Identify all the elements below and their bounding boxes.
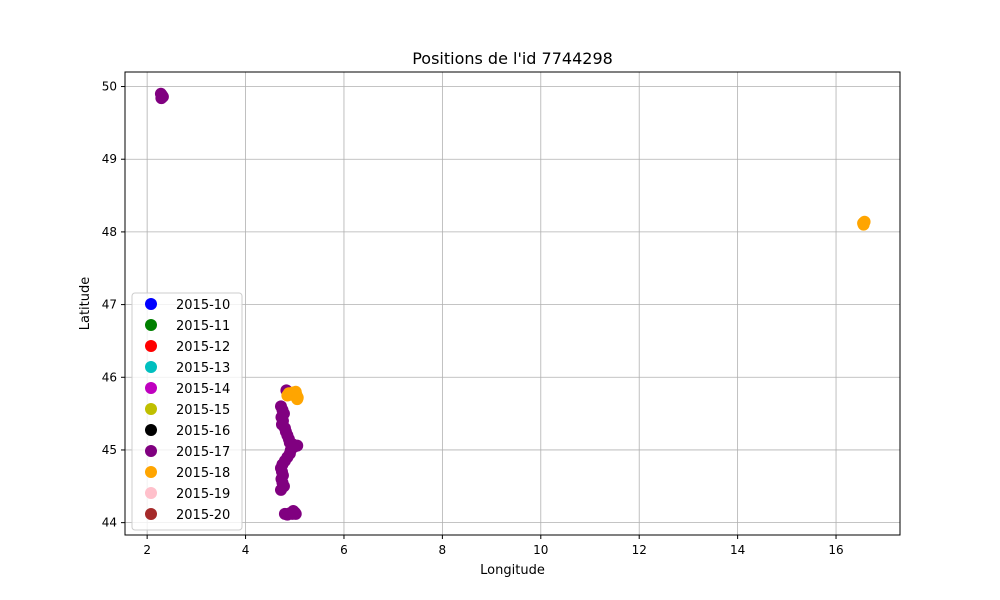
legend-label: 2015-17 [176,445,230,460]
legend-label: 2015-10 [176,298,230,313]
y-tick-label: 49 [102,152,117,166]
legend-label: 2015-13 [176,361,230,376]
legend-marker [145,424,157,436]
x-tick-label: 8 [439,543,447,557]
legend-label: 2015-14 [176,382,230,397]
y-tick-label: 44 [102,516,117,530]
y-tick-label: 50 [102,80,117,94]
legend-marker [145,298,157,310]
x-axis-label: Longitude [480,563,545,578]
y-tick-label: 46 [102,370,117,384]
legend-marker [145,445,157,457]
y-tick-label: 45 [102,443,117,457]
legend-box [131,292,243,531]
legend-marker [145,319,157,331]
point-2015-17 [287,505,300,518]
point-2015-17 [155,92,168,105]
x-tick-label: 14 [730,543,745,557]
legend-label: 2015-12 [176,340,230,355]
legend-label: 2015-19 [176,487,230,502]
y-axis-label: Latitude [78,277,93,331]
plot-frame [124,71,901,536]
x-tick-label: 2 [143,543,151,557]
legend-marker [145,382,157,394]
x-tick-label: 12 [632,543,647,557]
legend-marker [145,508,157,520]
legend-marker [145,361,157,373]
grid-layer [125,72,900,535]
legend: 2015-10 2015-11 2015-12 2015-13 2015-14 2015-… [131,292,243,531]
point-2015-17 [274,483,287,496]
x-tick-label: 10 [533,543,548,557]
legend-marker [145,466,157,478]
legend-label: 2015-16 [176,424,230,439]
legend-label: 2015-18 [176,466,230,481]
legend-marker [145,487,157,499]
legend-marker [145,403,157,415]
y-tick-label: 47 [102,298,117,312]
point-2015-18 [291,393,304,406]
y-tick-label: 48 [102,225,117,239]
x-tick-label: 16 [828,543,843,557]
point-layer [154,87,871,521]
legend-label: 2015-11 [176,319,230,334]
legend-label: 2015-15 [176,403,230,418]
legend-marker [145,340,157,352]
point-2015-18 [857,218,870,231]
x-tick-label: 4 [242,543,250,557]
x-tick-label: 6 [340,543,348,557]
chart-title: Positions de l'id 7744298 [412,49,613,68]
legend-label: 2015-20 [176,508,230,523]
